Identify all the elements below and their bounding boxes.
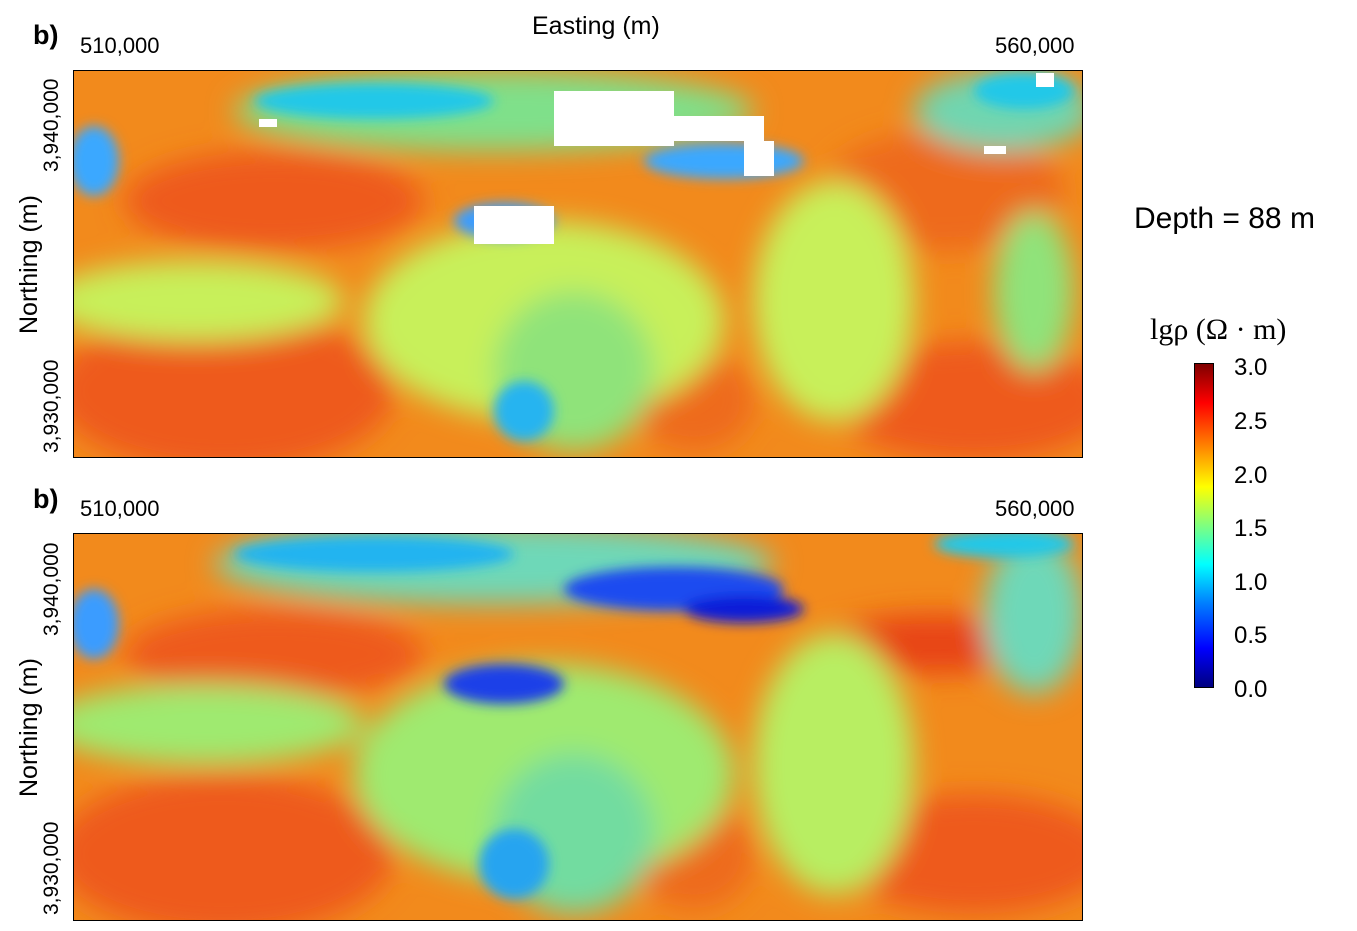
- colorbar-tick-1.5: 1.5: [1234, 515, 1268, 542]
- top-high-zone-sw: [74, 311, 394, 457]
- top-y-axis-title: Northing (m): [15, 195, 43, 334]
- top-heatmap-svg: [74, 71, 1082, 457]
- top-very-low-west-edge: [74, 126, 119, 196]
- top-nodata-patch-2: [674, 116, 764, 141]
- bottom-y-tick-3940000: 3,940,000: [40, 542, 63, 636]
- bottom-low-zone-w: [74, 684, 364, 764]
- top-y-tick-3930000: 3,930,000: [40, 359, 63, 453]
- top-nodata-patch-7: [984, 146, 1006, 154]
- top-panel-label: b): [33, 20, 59, 50]
- colorbar-tick-3.0: 3.0: [1234, 354, 1268, 381]
- bottom-low-zone-far-e: [984, 534, 1082, 694]
- top-very-low-valley: [494, 381, 554, 441]
- top-low-zone-e: [754, 181, 914, 421]
- bottom-very-low-center-blob: [444, 664, 564, 704]
- top-low-zone-far-e: [994, 211, 1074, 371]
- top-nodata-patch-4: [474, 206, 554, 244]
- top-x-tick-560000: 560,000: [995, 33, 1075, 58]
- bottom-x-tick-510000: 510,000: [80, 496, 160, 521]
- bottom-y-tick-3930000: 3,930,000: [40, 821, 63, 915]
- colorbar-title: lgρ (Ω · m): [1150, 313, 1287, 346]
- colorbar-tick-0.5: 0.5: [1234, 622, 1268, 649]
- top-low-zone-w: [74, 261, 344, 341]
- bottom-very-low-ne-band-2: [684, 595, 804, 623]
- colorbar-tick-2.5: 2.5: [1234, 408, 1268, 435]
- top-very-low-ne-band: [644, 143, 804, 179]
- top-y-tick-3940000: 3,940,000: [40, 78, 63, 172]
- top-nodata-patch-6: [259, 119, 277, 127]
- bottom-low-zone-e: [754, 634, 914, 894]
- top-nodata-patch-3: [744, 141, 774, 176]
- bottom-resistivity-map: [73, 533, 1083, 921]
- bottom-high-zone-nw: [124, 609, 424, 699]
- colorbar-tick-2.0: 2.0: [1234, 462, 1268, 489]
- bottom-high-zone-sw: [74, 774, 394, 920]
- top-x-tick-510000: 510,000: [80, 33, 160, 58]
- bottom-y-axis-title: Northing (m): [15, 658, 43, 797]
- colorbar-tick-1.0: 1.0: [1234, 569, 1268, 596]
- bottom-heatmap-svg: [74, 534, 1082, 920]
- top-resistivity-map: [73, 70, 1083, 458]
- top-very-low-ne-edge: [974, 73, 1074, 109]
- top-x-axis-title: Easting (m): [532, 12, 660, 40]
- colorbar-tick-0.0: 0.0: [1234, 676, 1268, 703]
- top-nodata-patch-5: [1036, 73, 1054, 87]
- top-high-zone-nw: [124, 151, 424, 251]
- bottom-very-low-valley: [479, 829, 549, 899]
- bottom-very-low-ne-edge: [934, 534, 1074, 558]
- bottom-very-low-west-edge: [74, 589, 119, 659]
- colorbar: [1194, 363, 1214, 688]
- bottom-x-tick-560000: 560,000: [995, 496, 1075, 521]
- bottom-very-low-north: [234, 536, 514, 572]
- depth-label: Depth = 88 m: [1134, 202, 1315, 235]
- top-very-low-north: [254, 83, 494, 119]
- top-nodata-patch-1: [554, 91, 674, 146]
- bottom-panel-label: b): [33, 484, 59, 514]
